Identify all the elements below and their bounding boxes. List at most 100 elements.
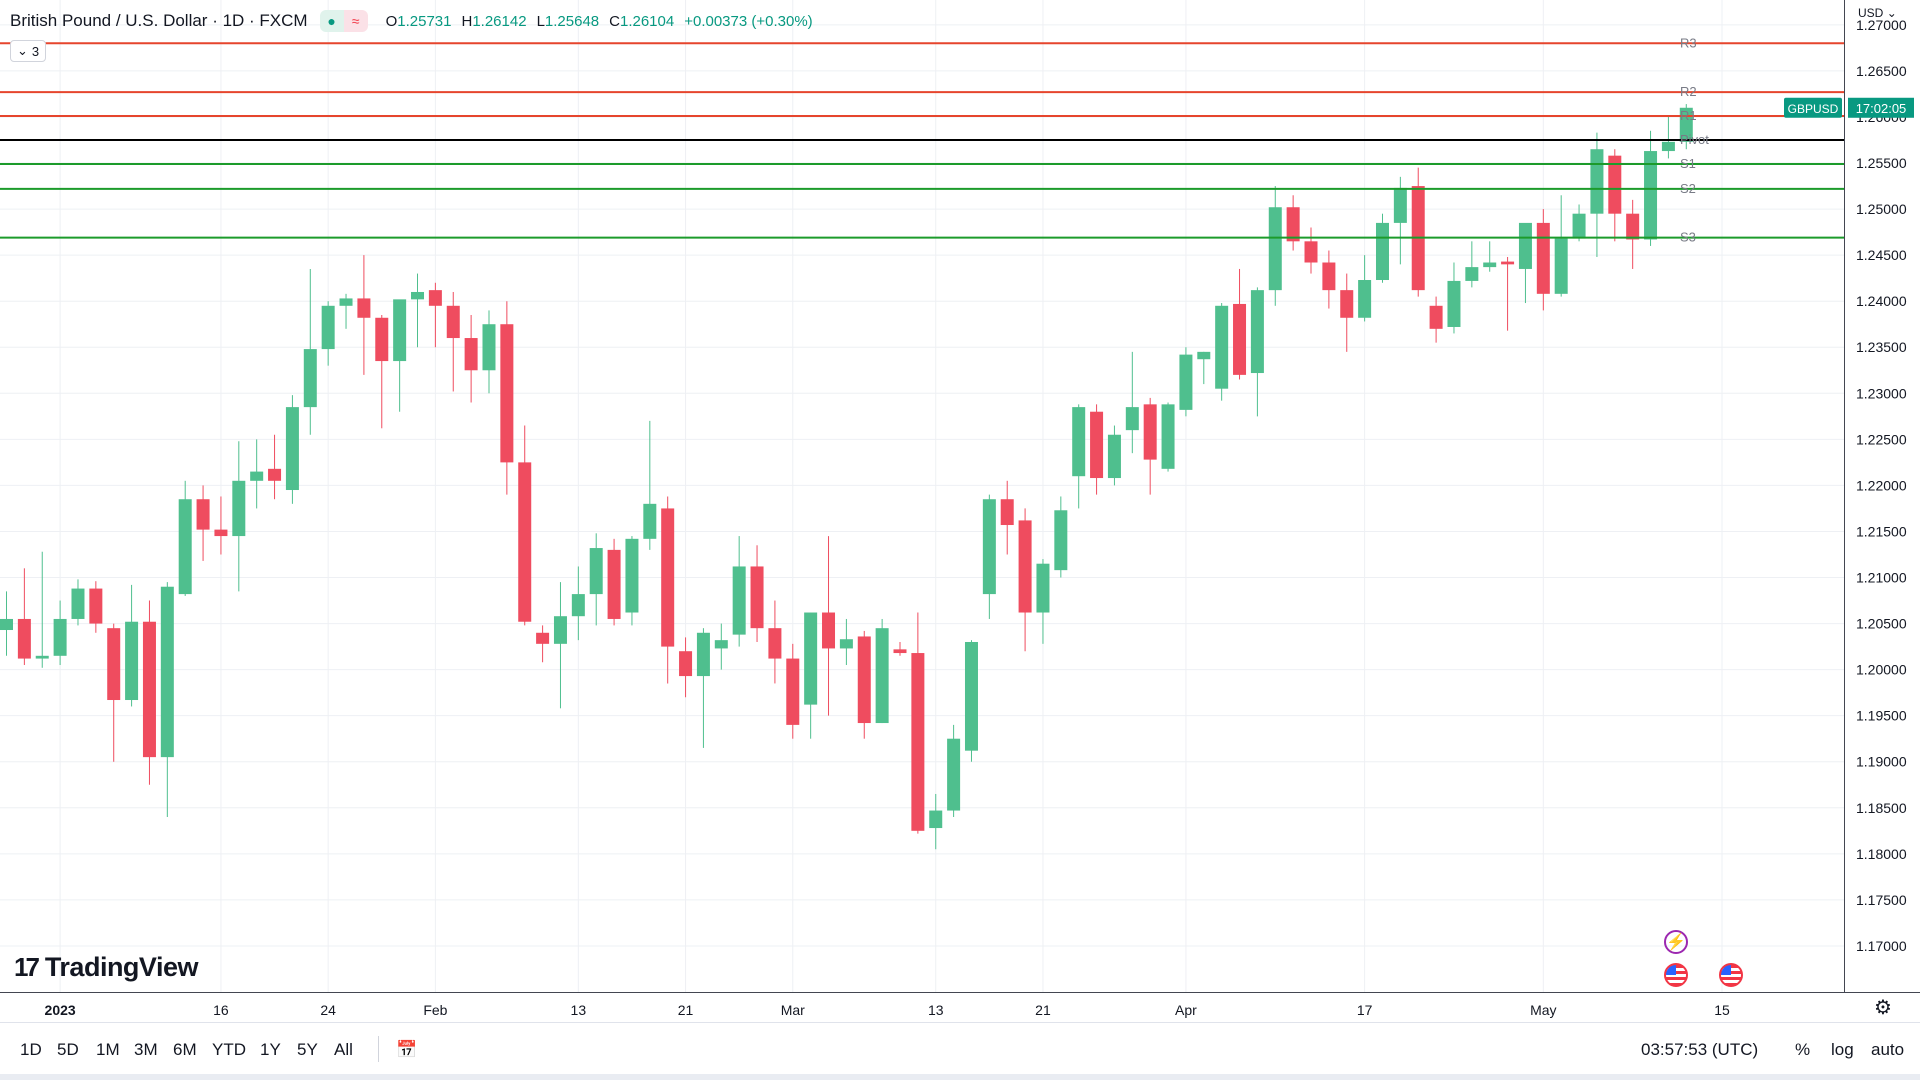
tradingview-logo[interactable]: 17 TradingView: [14, 952, 198, 983]
candle-down: [661, 496, 675, 684]
us-flag-event-icon[interactable]: [1664, 963, 1688, 987]
candle-body: [1000, 499, 1014, 526]
candle-body: [553, 616, 567, 644]
candle-body: [982, 499, 996, 595]
price-tick-label: 1.18500: [1856, 800, 1907, 816]
price-tick-label: 1.18000: [1856, 846, 1907, 862]
price-tick-label: 1.23500: [1856, 339, 1907, 355]
candle-body: [732, 566, 746, 635]
level-label-pivot: Pivot: [1680, 132, 1709, 147]
candle-body: [71, 588, 85, 619]
range-3m-button[interactable]: 3M: [134, 1040, 158, 1059]
us-flag-event-icon[interactable]: [1719, 963, 1743, 987]
candle-down: [268, 434, 282, 500]
candle-down: [107, 623, 121, 762]
candle-up: [1661, 116, 1675, 159]
utc-clock[interactable]: 03:57:53 (UTC): [1641, 1040, 1759, 1059]
range-1y-button[interactable]: 1Y: [260, 1040, 281, 1059]
candle-body: [1233, 303, 1247, 375]
candle-up: [1072, 404, 1086, 509]
candle-body: [160, 586, 174, 758]
candle-down: [679, 637, 693, 698]
candle-up: [1107, 425, 1121, 486]
candle-up: [411, 273, 425, 348]
time-tick-label: 21: [1035, 1002, 1051, 1018]
candle-body: [1143, 404, 1157, 460]
candle-body: [1179, 354, 1193, 410]
range-all-button[interactable]: All: [334, 1040, 353, 1059]
range-ytd-button[interactable]: YTD: [212, 1040, 246, 1059]
candle-up: [339, 293, 353, 329]
symbol-tag-bg: [1784, 97, 1842, 118]
candle-body: [1465, 267, 1479, 281]
candle-up: [125, 584, 139, 707]
wave-icon[interactable]: ≈: [343, 10, 368, 32]
candle-body: [375, 317, 389, 362]
range-1d-button[interactable]: 1D: [20, 1040, 42, 1059]
level-label-s1: S1: [1680, 156, 1696, 171]
log-toggle[interactable]: log: [1831, 1040, 1854, 1059]
candle-body: [357, 298, 371, 318]
candle-body: [303, 349, 317, 408]
percent-toggle[interactable]: %: [1795, 1040, 1811, 1059]
level-label-r3: R3: [1680, 35, 1697, 50]
candles-group: [0, 104, 1693, 850]
candle-up: [625, 536, 639, 626]
time-tick-label: 13: [928, 1002, 944, 1018]
candle-body: [1536, 222, 1550, 294]
time-tick-label: Apr: [1175, 1002, 1197, 1018]
range-1m-button[interactable]: 1M: [96, 1040, 120, 1059]
candle-up: [714, 623, 728, 670]
chevron-down-icon: ⌄: [17, 43, 28, 58]
calendar-range-icon[interactable]: 📅: [396, 1040, 418, 1059]
time-tick-label: Mar: [781, 1002, 805, 1018]
range-5y-button[interactable]: 5Y: [297, 1040, 318, 1059]
bottom-toolbar: [0, 1022, 1920, 1081]
candle-body: [696, 632, 710, 677]
dot-icon[interactable]: ●: [319, 10, 344, 32]
symbol-title[interactable]: British Pound / U.S. Dollar · 1D · FXCM: [10, 11, 308, 30]
candle-up: [35, 551, 49, 668]
candle-body: [786, 658, 800, 725]
price-tick-label: 1.25000: [1856, 201, 1907, 217]
candle-up: [804, 612, 818, 739]
candle-body: [1286, 207, 1300, 242]
candle-body: [1661, 141, 1675, 152]
price-tick-label: 1.21000: [1856, 570, 1907, 586]
candle-body: [393, 299, 407, 362]
countdown-tag: 17:02:05: [1856, 101, 1907, 116]
range-5d-button[interactable]: 5D: [57, 1040, 79, 1059]
candle-body: [1018, 520, 1032, 613]
candle-body: [1626, 213, 1640, 240]
indicators-toggle[interactable]: ⌄ 3: [10, 40, 47, 62]
candle-body: [428, 290, 442, 306]
ohlc-change: +0.00373 (+0.30%): [684, 12, 813, 30]
candle-body: [1375, 222, 1389, 281]
candle-body: [1125, 407, 1139, 431]
candle-up: [1465, 241, 1479, 288]
candle-body: [125, 621, 139, 701]
gear-icon[interactable]: ⚙: [1874, 997, 1892, 1019]
candle-up: [1036, 559, 1050, 644]
candle-body: [571, 594, 585, 617]
indicator-count: 3: [31, 43, 40, 59]
candle-down: [768, 600, 782, 684]
currency-selector[interactable]: USD ⌄: [1858, 6, 1897, 20]
candle-down: [822, 536, 836, 716]
candle-up: [393, 299, 407, 412]
level-label-r2: R2: [1680, 84, 1697, 99]
candle-down: [857, 630, 871, 739]
price-tick-label: 1.19500: [1856, 708, 1907, 724]
candle-body: [0, 618, 13, 631]
ohlc-values: O1.25731 H1.26142 L1.25648 C1.26104 +0.0…: [386, 13, 813, 30]
candle-body: [339, 298, 353, 306]
lightning-event-icon[interactable]: ⚡: [1664, 930, 1688, 954]
candle-down: [607, 538, 621, 626]
range-6m-button[interactable]: 6M: [173, 1040, 197, 1059]
price-tick-label: 1.19000: [1856, 754, 1907, 770]
auto-toggle[interactable]: auto: [1871, 1040, 1905, 1059]
level-label-s2: S2: [1680, 181, 1696, 196]
candle-up: [732, 536, 746, 647]
candle-up: [982, 494, 996, 619]
